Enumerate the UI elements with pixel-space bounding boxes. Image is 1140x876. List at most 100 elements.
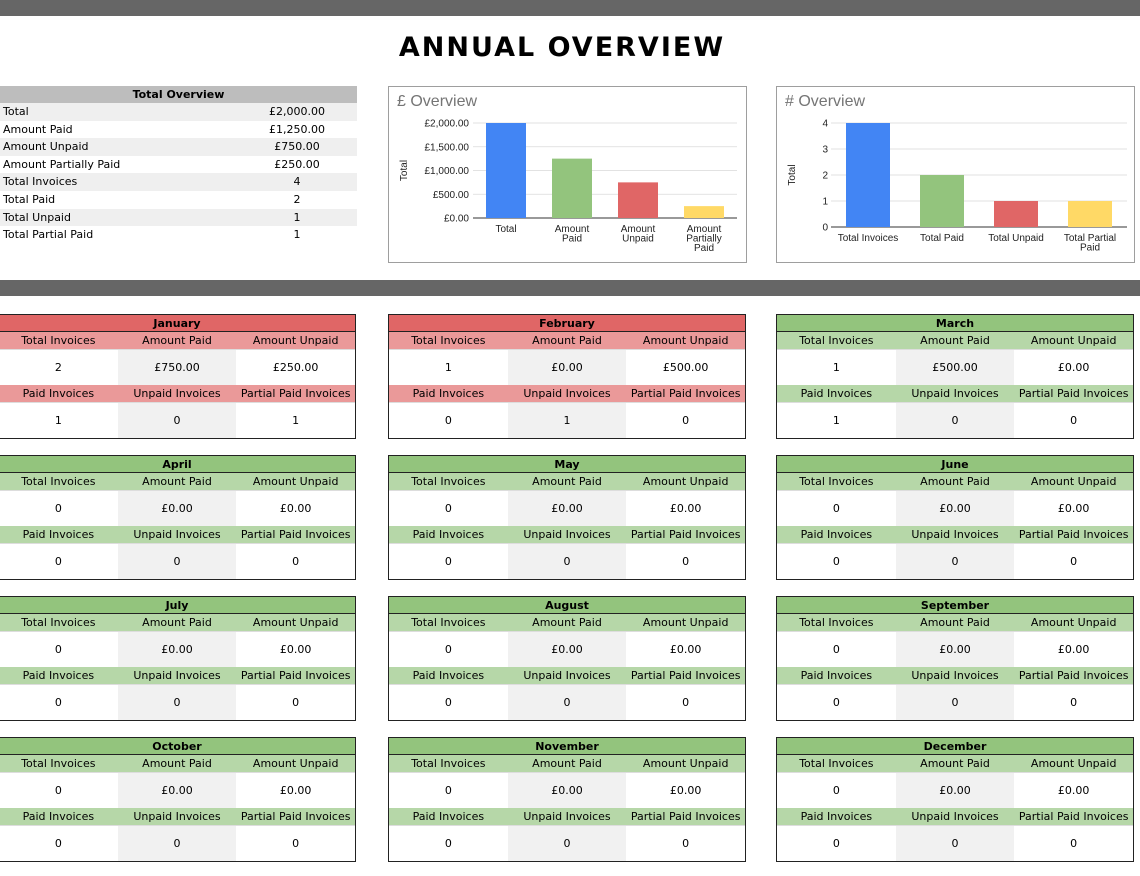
total-overview-table: Total Overview Total £2,000.00 Amount Pai… [0,86,357,244]
month-count-label-cell: Partial Paid Invoices [1018,387,1129,400]
bar-total-paid[interactable] [920,175,964,227]
month-title: May [389,456,745,473]
month-count-label-row: Paid Invoices Unpaid Invoices Partial Paid… [389,385,745,402]
x-tick-label: Amount [687,224,722,235]
y-tick-label: £500.00 [433,190,470,201]
month-title: July [0,597,355,614]
y-axis-title: Total [399,160,410,181]
month-count-label-cell: Partial Paid Invoices [630,810,741,823]
bar-amount-unpaid[interactable] [618,182,658,218]
month-header-label-cell: Total Invoices [411,616,486,629]
bar-total-partial-paid[interactable] [1068,201,1112,227]
bar-total[interactable] [486,123,526,218]
month-count-value-cell: 0 [1014,403,1134,438]
summary-value: 2 [293,192,301,206]
month-amount-value-row: 0 £0.00 £0.00 [777,631,1134,667]
bar-amount-paid[interactable] [552,158,592,218]
month-amount-value-cell: 2 [0,350,118,385]
summary-label: Total Invoices [3,175,78,189]
month-header-label-cell: Amount Paid [920,334,990,347]
month-count-value-cell: 0 [626,826,746,861]
month-title: February [389,315,745,332]
month-count-value-cell: 0 [117,685,237,720]
month-count-label-cell: Paid Invoices [22,669,95,682]
month-amount-value-row: 2 £750.00 £250.00 [0,349,356,385]
chart-title: £ Overview [397,93,478,110]
month-header-label-cell: Amount Unpaid [252,334,339,347]
month-amount-value-cell: £0.00 [117,773,237,808]
month-amount-value-cell: £0.00 [1014,491,1134,526]
summary-label: Total Paid [3,192,56,206]
month-count-value-cell: 1 [236,403,356,438]
month-title: December [777,738,1133,755]
y-tick-label: 0 [822,223,828,234]
y-tick-label: £1,000.00 [425,166,470,177]
month-header-label-cell: Amount Unpaid [252,475,339,488]
month-amount-value-cell: £0.00 [626,632,746,667]
month-amount-value-cell: 0 [0,773,118,808]
month-count-label-row: Paid Invoices Unpaid Invoices Partial Paid… [777,808,1133,825]
month-amount-value-cell: 1 [777,350,896,385]
month-header-label-cell: Total Invoices [411,757,486,770]
month-count-label-cell: Unpaid Invoices [133,528,221,541]
summary-value: £1,250.00 [269,122,325,136]
bar-amount-partially-paid[interactable] [684,206,724,218]
month-amount-value-row: 0 £0.00 £0.00 [777,490,1134,526]
bar-total-unpaid[interactable] [994,201,1038,227]
month-title: August [389,597,745,614]
month-header-label-cell: Amount Paid [920,616,990,629]
top-divider-bar [0,0,1140,16]
month-amount-value-cell: £0.00 [895,773,1015,808]
month-header-label-cell: Amount Paid [142,757,212,770]
month-amount-value-cell: £0.00 [1014,632,1134,667]
month-count-label-cell: Paid Invoices [800,528,873,541]
x-tick-label: Total Paid [920,233,964,244]
month-count-label-cell: Paid Invoices [412,810,485,823]
summary-row: Amount Partially Paid £250.00 [0,156,357,174]
month-count-label-cell: Unpaid Invoices [911,810,999,823]
month-title: March [777,315,1133,332]
currency-overview-chart[interactable]: £ Overview £0.00 £500.00 £1,000.00 £1,500.0… [388,86,747,263]
month-block-december: December Total Invoices Amount Paid Amount … [776,737,1134,862]
month-amount-value-row: 0 £0.00 £0.00 [0,490,356,526]
summary-label: Total Unpaid [3,210,71,224]
month-header-label-cell: Amount Paid [920,757,990,770]
month-count-label-cell: Paid Invoices [800,387,873,400]
summary-value: 4 [293,175,301,189]
count-overview-plot: 0 1 2 3 4 Total Total Invoices Total Paid Total … [787,119,1127,254]
month-block-july: July Total Invoices Amount Paid Amount Unpa… [0,596,356,721]
month-header-label-cell: Amount Paid [142,334,212,347]
month-count-label-cell: Partial Paid Invoices [630,387,741,400]
x-tick-label: Total Unpaid [988,233,1044,244]
month-amount-value-cell: 1 [389,350,508,385]
month-header-label-cell: Amount Paid [532,616,602,629]
summary-value: £2,000.00 [269,105,325,118]
x-tick-label: Paid [1080,243,1100,254]
month-count-label-cell: Paid Invoices [800,669,873,682]
month-block-june: June Total Invoices Amount Paid Amount Unpa… [776,455,1134,580]
month-count-label-cell: Unpaid Invoices [523,387,611,400]
summary-label: Amount Partially Paid [3,157,121,171]
month-count-label-cell: Paid Invoices [22,528,95,541]
month-amount-value-cell: £0.00 [626,773,746,808]
summary-row: Amount Paid £1,250.00 [0,121,357,139]
month-header-label-cell: Amount Paid [532,757,602,770]
month-count-value-cell: 0 [1014,544,1134,579]
month-amount-value-row: 0 £0.00 £0.00 [389,490,746,526]
month-count-label-row: Paid Invoices Unpaid Invoices Partial Paid… [389,808,745,825]
count-overview-chart[interactable]: # Overview 0 1 2 3 4 Total Total Invoices Total… [776,86,1135,263]
month-amount-value-cell: £0.00 [895,491,1015,526]
month-amount-value-cell: £750.00 [117,350,237,385]
bar-total-invoices[interactable] [846,123,890,227]
month-count-label-cell: Partial Paid Invoices [630,669,741,682]
summary-row: Total Partial Paid 1 [0,226,357,244]
month-header-label-row: Total Invoices Amount Paid Amount Unpaid [389,755,745,772]
month-header-label-row: Total Invoices Amount Paid Amount Unpaid [0,614,355,631]
month-amount-value-row: 0 £0.00 £0.00 [389,772,746,808]
month-count-label-row: Paid Invoices Unpaid Invoices Partial Paid… [0,526,355,543]
month-header-label-cell: Total Invoices [799,475,874,488]
month-count-label-row: Paid Invoices Unpaid Invoices Partial Paid… [777,526,1133,543]
